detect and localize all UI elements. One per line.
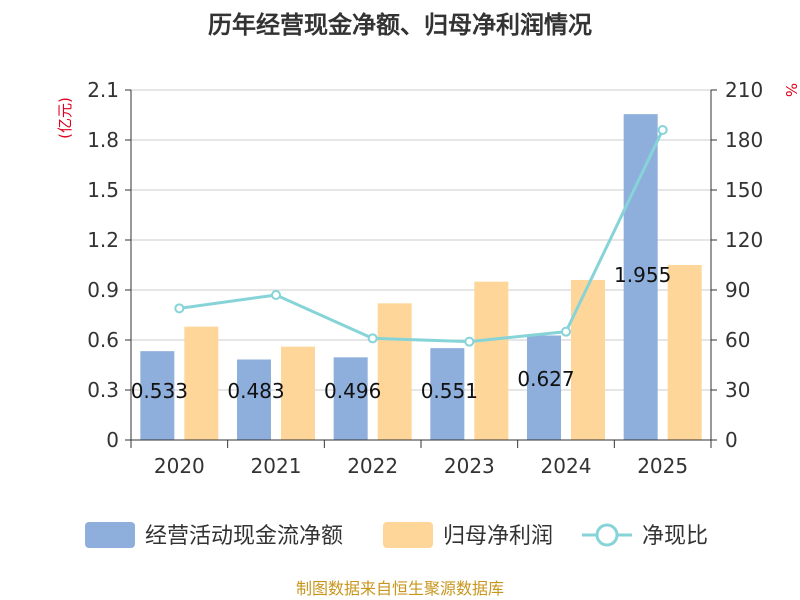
ratio-point	[174, 303, 185, 314]
bar-ocf	[527, 335, 561, 440]
x-tick-label: 2024	[541, 454, 592, 478]
left-tick-label: 0.3	[87, 378, 119, 402]
left-tick-label: 1.5	[87, 178, 119, 202]
legend-label-ocf: 经营活动现金流净额	[145, 524, 343, 549]
x-tick-label: 2025	[637, 454, 688, 478]
bar-ocf	[140, 351, 175, 440]
left-tick-label: 1.2	[87, 228, 119, 252]
legend-marker-ratio	[595, 523, 619, 547]
bar-ocf	[430, 348, 465, 440]
gridlines	[131, 89, 711, 391]
data-label-ocf: 0.496	[324, 379, 381, 403]
right-axis-unit: %	[782, 83, 800, 97]
legend-swatch-ocf	[85, 522, 135, 548]
ratio-point	[464, 336, 475, 347]
legend: 经营活动现金流净额 归母净利润 净现比	[85, 522, 708, 549]
source-note: 制图数据来自恒生聚源数据库	[296, 579, 504, 598]
bar-profit	[667, 265, 702, 440]
right-tick-label: 120	[725, 228, 763, 252]
axes: 0 0.3 0.6 0.9 1.2 1.5 1.8 2.1 0 30 60 90 120 150 180 21…	[87, 78, 763, 478]
right-tick-label: 0	[725, 428, 738, 452]
right-tick-label: 180	[725, 128, 763, 152]
right-tick-label: 60	[725, 328, 750, 352]
x-tick-label: 2020	[154, 454, 205, 478]
data-label-ocf: 0.483	[227, 379, 284, 403]
data-label-ocf: 0.627	[517, 367, 574, 391]
x-tick-label: 2021	[251, 454, 302, 478]
data-label-ocf: 0.533	[131, 379, 188, 403]
chart-title: 历年经营现金净额、归母净利润情况	[208, 11, 592, 39]
bar-profit	[571, 280, 605, 440]
legend-label-ratio: 净现比	[642, 524, 708, 549]
bar-ocf	[237, 359, 271, 440]
left-axis-unit: (亿元)	[56, 97, 74, 139]
x-tick-label: 2022	[347, 454, 398, 478]
data-label-ocf: 1.955	[614, 263, 671, 287]
right-tick-label: 90	[725, 278, 750, 302]
right-tick-label: 30	[725, 378, 750, 402]
legend-swatch-profit	[383, 522, 433, 548]
bar-profit	[184, 326, 219, 440]
left-tick-label: 0	[106, 428, 119, 452]
ratio-point	[271, 290, 281, 300]
ratio-line	[179, 129, 665, 344]
line-series	[174, 125, 668, 347]
bar-profit	[281, 346, 315, 440]
ratio-point	[657, 125, 668, 135]
bar-marks	[140, 114, 702, 441]
right-tick-label: 150	[725, 178, 763, 202]
data-labels: 0.533 0.483 0.496 0.551 0.627 1.955	[131, 263, 672, 403]
left-tick-label: 1.8	[87, 128, 119, 152]
bar-ocf	[333, 357, 368, 440]
bar-profit	[474, 281, 509, 440]
bar-ocf	[623, 114, 658, 441]
legend-label-profit: 归母净利润	[443, 524, 553, 549]
right-tick-label: 210	[725, 78, 763, 102]
left-tick-label: 0.6	[87, 328, 119, 352]
bar-profit	[377, 303, 412, 440]
x-tick-label: 2023	[444, 454, 495, 478]
left-tick-label: 2.1	[87, 78, 119, 102]
left-tick-label: 0.9	[87, 278, 119, 302]
data-label-ocf: 0.551	[421, 379, 478, 403]
ratio-point	[561, 326, 571, 337]
ratio-point	[367, 333, 378, 344]
